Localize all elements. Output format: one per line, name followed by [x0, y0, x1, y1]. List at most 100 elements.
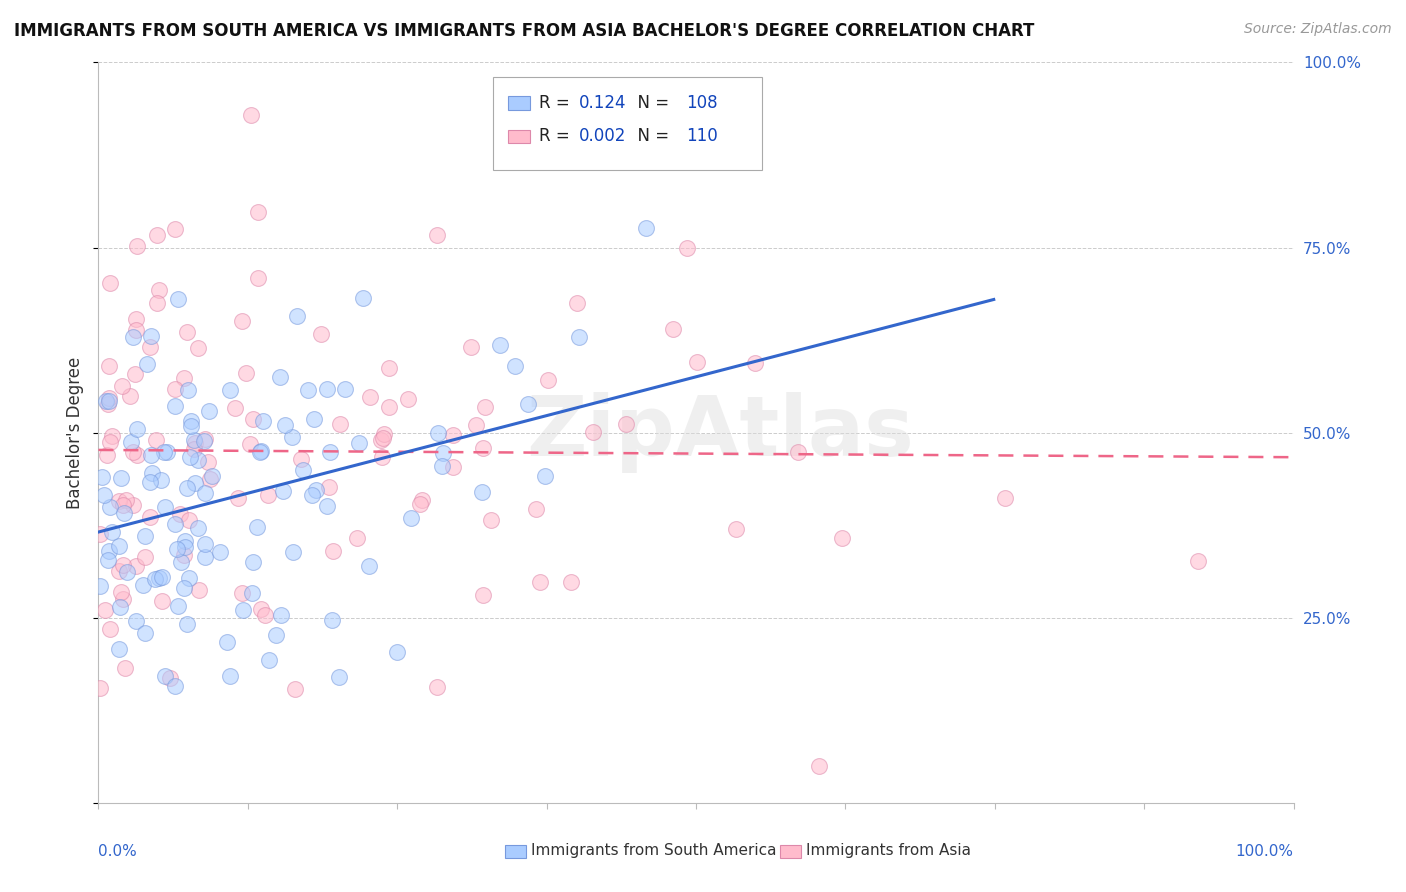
Text: 110: 110 [686, 128, 718, 145]
Point [560, 574, 582, 589]
Point [170, 555, 193, 569]
Point [281, 545, 304, 559]
Point [112, 558, 135, 572]
Point [290, 452, 312, 467]
Point [426, 228, 449, 243]
Point [194, 550, 217, 565]
Point [270, 607, 292, 622]
Point [134, 529, 156, 543]
Point [193, 432, 215, 446]
Point [441, 427, 464, 442]
Point [115, 565, 138, 579]
Point [488, 337, 510, 351]
Point [111, 591, 134, 606]
Point [352, 291, 374, 305]
Point [141, 448, 163, 462]
Point [217, 635, 239, 649]
Point [114, 661, 136, 675]
Point [744, 356, 766, 370]
Text: Source: ZipAtlas.com: Source: ZipAtlas.com [1244, 22, 1392, 37]
Point [153, 668, 176, 682]
Point [235, 366, 257, 380]
Point [125, 422, 148, 436]
Point [176, 481, 198, 495]
Text: 0.002: 0.002 [579, 128, 626, 145]
Point [176, 617, 198, 632]
Point [432, 446, 454, 460]
Point [96, 448, 118, 462]
Point [110, 471, 132, 485]
Point [426, 680, 449, 694]
Point [318, 445, 340, 459]
Point [219, 384, 242, 398]
Point [98, 434, 121, 449]
Point [271, 484, 294, 499]
Point [239, 436, 262, 450]
Point [321, 613, 343, 627]
Point [97, 359, 120, 374]
Point [112, 506, 135, 520]
Point [686, 355, 709, 369]
Point [427, 425, 450, 440]
Point [359, 390, 381, 404]
Point [807, 758, 830, 772]
Text: 0.124: 0.124 [579, 95, 626, 112]
Point [193, 434, 215, 448]
Point [582, 425, 605, 439]
Point [316, 499, 339, 513]
Point [357, 558, 380, 573]
Point [101, 525, 124, 540]
Point [180, 414, 202, 428]
Point [184, 435, 207, 450]
Point [315, 382, 337, 396]
Text: R =: R = [540, 95, 575, 112]
Point [224, 401, 246, 415]
Point [377, 360, 399, 375]
Point [98, 276, 121, 290]
Point [218, 669, 240, 683]
Point [146, 295, 169, 310]
Point [387, 645, 409, 659]
Point [297, 384, 319, 398]
Point [138, 475, 160, 490]
Point [1187, 554, 1209, 568]
Point [187, 341, 209, 355]
Point [97, 391, 120, 405]
Point [141, 328, 163, 343]
Point [242, 555, 264, 569]
Point [111, 379, 134, 393]
Point [232, 603, 254, 617]
Point [180, 419, 202, 434]
Point [136, 357, 159, 371]
Point [173, 534, 195, 549]
Point [281, 430, 304, 444]
Point [226, 491, 249, 505]
Point [831, 531, 853, 545]
Point [411, 492, 433, 507]
Point [274, 417, 297, 432]
Point [787, 445, 810, 459]
Point [240, 108, 263, 122]
Point [184, 476, 207, 491]
Point [304, 483, 326, 497]
Point [464, 417, 486, 432]
Point [150, 594, 173, 608]
Point [122, 498, 145, 512]
Point [250, 602, 273, 616]
Point [533, 468, 555, 483]
Point [373, 431, 395, 445]
FancyBboxPatch shape [505, 845, 526, 858]
Point [472, 588, 495, 602]
Point [152, 445, 174, 459]
Point [124, 368, 146, 382]
Point [329, 417, 352, 432]
Point [163, 679, 186, 693]
Point [231, 585, 253, 599]
Point [257, 488, 280, 502]
Point [108, 494, 131, 508]
Point [139, 510, 162, 524]
Point [132, 578, 155, 592]
Point [370, 434, 392, 448]
Point [125, 614, 148, 628]
Point [118, 389, 141, 403]
